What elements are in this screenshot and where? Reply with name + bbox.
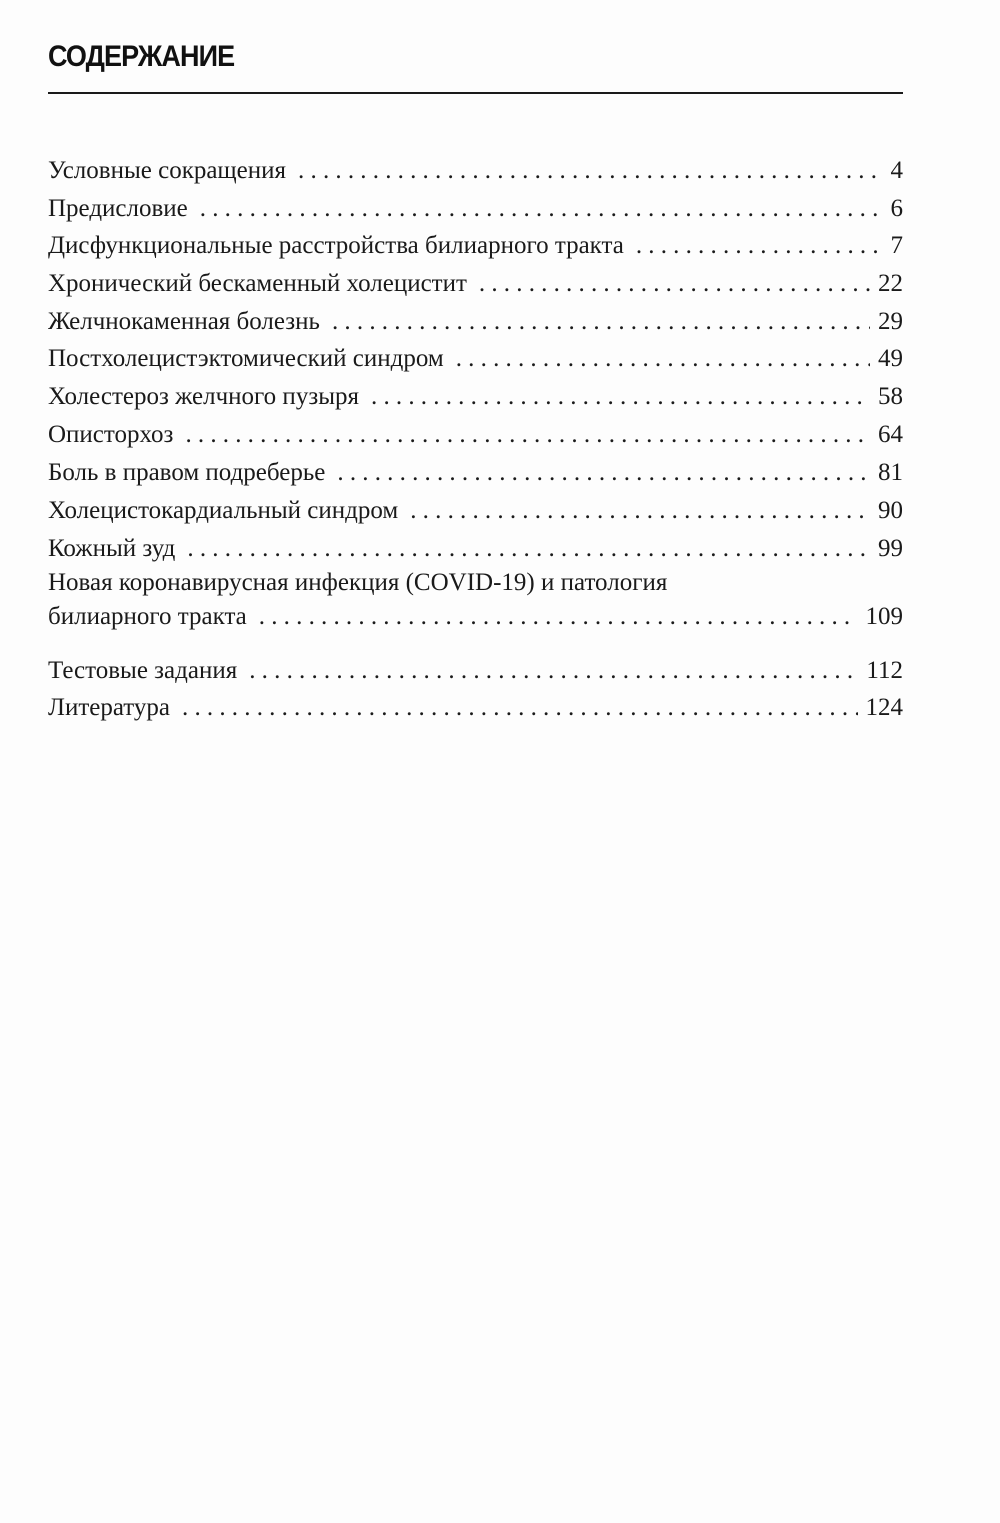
- dot-leader: ........................................…: [249, 657, 859, 684]
- toc-entry-page: 112: [866, 657, 903, 684]
- dot-leader: ........................................…: [185, 421, 870, 448]
- dot-leader: ........................................…: [199, 195, 883, 222]
- toc-entry[interactable]: Тестовые задания........................…: [48, 652, 903, 686]
- toc-entry-label: Условные сокращения: [48, 157, 287, 184]
- toc-entry-label: Желчнокаменная болезнь: [48, 308, 320, 335]
- dot-leader: ........................................…: [410, 497, 870, 524]
- toc-entry[interactable]: Хронический бескаменный холецистит......…: [48, 265, 903, 299]
- toc-entry-page: 64: [878, 421, 903, 448]
- toc-entry-label: Хронический бескаменный холецистит: [48, 270, 467, 297]
- toc-entry-label: Кожный зуд: [48, 535, 176, 562]
- toc-entry[interactable]: Описторхоз..............................…: [48, 416, 903, 450]
- toc-entry-label: Литература: [48, 694, 170, 721]
- toc-entry-label: Предисловие: [48, 195, 188, 222]
- toc-entry-label: Описторхоз: [48, 421, 174, 448]
- toc-entry[interactable]: билиарного тракта.......................…: [48, 598, 903, 632]
- dot-leader: ........................................…: [478, 270, 870, 297]
- toc-entry[interactable]: Постхолецистэктомический синдром........…: [48, 340, 903, 374]
- toc-entry[interactable]: Условные сокращения.....................…: [48, 152, 903, 186]
- toc-entry[interactable]: Дисфункциональные расстройства билиарног…: [48, 227, 903, 261]
- toc-entry-label: Постхолецистэктомический синдром: [48, 345, 444, 372]
- toc-entry[interactable]: Боль в правом подреберье................…: [48, 454, 903, 488]
- toc-entry[interactable]: Литература..............................…: [48, 689, 903, 723]
- toc-entry-label: Холестероз желчного пузыря: [48, 383, 359, 410]
- toc-entry-label: Тестовые задания: [48, 657, 238, 684]
- dot-leader: ........................................…: [182, 694, 858, 721]
- toc-entry-label: Холецистокардиальный синдром: [48, 497, 399, 524]
- toc-entry[interactable]: Кожный зуд..............................…: [48, 530, 903, 564]
- toc-entry-page: 81: [878, 459, 903, 486]
- toc-entry[interactable]: Предисловие.............................…: [48, 190, 903, 224]
- toc-entry-label: Боль в правом подреберье: [48, 459, 326, 486]
- toc-entry-page: 29: [878, 308, 903, 335]
- dot-leader: ........................................…: [258, 603, 858, 630]
- toc-entry-page: 109: [865, 603, 904, 630]
- dot-leader: ........................................…: [455, 345, 870, 372]
- dot-leader: ........................................…: [298, 157, 883, 184]
- title-rule: [48, 92, 903, 94]
- toc-entry-page: 7: [890, 232, 904, 259]
- page-title: СОДЕРЖАНИЕ: [48, 40, 235, 73]
- toc-entry[interactable]: Желчнокаменная болезнь..................…: [48, 303, 903, 337]
- toc-entry-page: 99: [878, 535, 903, 562]
- dot-leader: ........................................…: [337, 459, 870, 486]
- toc-entry-page: 6: [890, 195, 904, 222]
- dot-leader: ........................................…: [187, 535, 870, 562]
- toc-entry-page: 49: [878, 345, 903, 372]
- dot-leader: ........................................…: [635, 232, 883, 259]
- toc-entry[interactable]: Холестероз желчного пузыря..............…: [48, 378, 903, 412]
- toc-entry[interactable]: Холецистокардиальный синдром............…: [48, 492, 903, 526]
- toc-entry-label: Дисфункциональные расстройства билиарног…: [48, 232, 624, 259]
- toc-entry-label-line1: Новая коронавирусная инфекция (COVID-19)…: [48, 569, 668, 596]
- toc-entry-page: 58: [878, 383, 903, 410]
- dot-leader: ........................................…: [371, 383, 870, 410]
- toc-entry-page: 124: [865, 694, 904, 721]
- toc-entry-page: 90: [878, 497, 903, 524]
- dot-leader: ........................................…: [331, 308, 870, 335]
- toc-entry-label: билиарного тракта: [48, 603, 247, 630]
- toc-entry-page: 22: [878, 270, 903, 297]
- toc-entry-page: 4: [890, 157, 904, 184]
